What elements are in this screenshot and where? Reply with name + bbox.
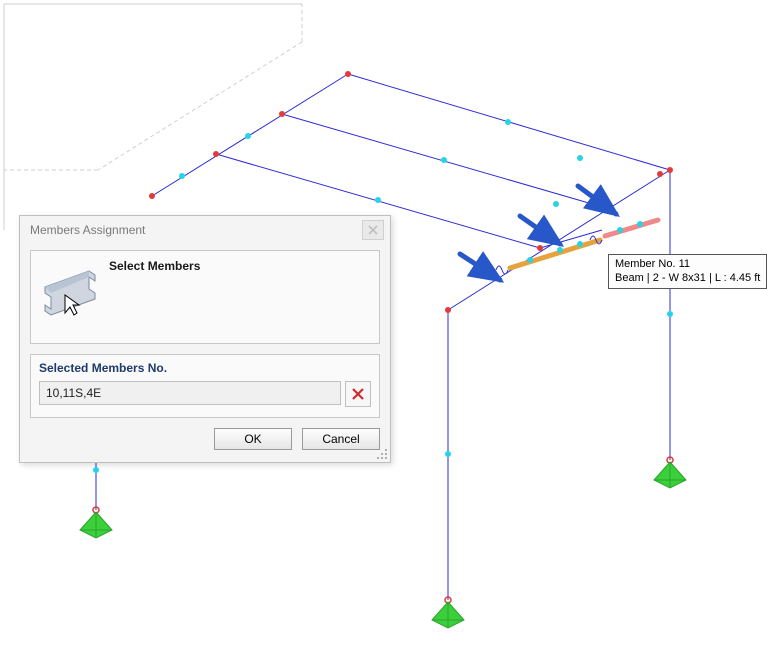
tooltip-line1: Member No. 11 <box>615 257 760 271</box>
selected-members-label: Selected Members No. <box>39 361 371 375</box>
resize-grip-icon[interactable] <box>376 448 388 460</box>
dialog-title: Members Assignment <box>30 216 145 244</box>
close-icon <box>352 388 364 400</box>
cancel-button[interactable]: Cancel <box>302 428 380 450</box>
ok-button[interactable]: OK <box>214 428 292 450</box>
select-members-section: Select Members <box>30 250 380 344</box>
members-assignment-dialog: Members Assignment Select Members Select… <box>19 215 391 463</box>
tooltip-line2: Beam | 2 - W 8x31 | L : 4.45 ft <box>615 271 760 285</box>
selected-members-input[interactable] <box>39 381 341 405</box>
dialog-titlebar[interactable]: Members Assignment <box>20 216 390 244</box>
close-icon[interactable] <box>362 220 384 240</box>
select-members-label: Select Members <box>109 259 200 273</box>
clear-selection-button[interactable] <box>345 381 371 407</box>
selected-members-section: Selected Members No. <box>30 354 380 418</box>
member-tooltip: Member No. 11 Beam | 2 - W 8x31 | L : 4.… <box>608 254 767 289</box>
dialog-button-row: OK Cancel <box>20 428 390 462</box>
select-members-icon[interactable] <box>39 259 99 319</box>
